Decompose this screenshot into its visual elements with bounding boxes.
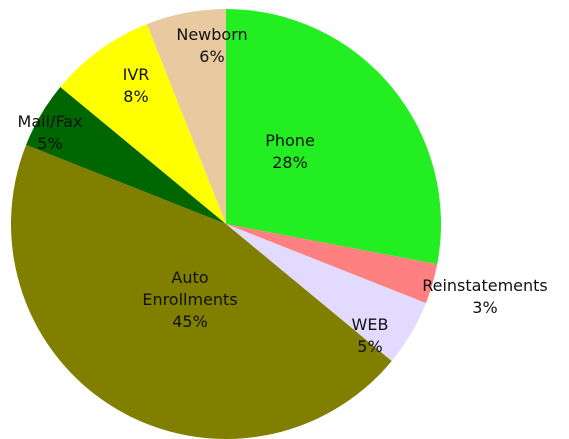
slice-label: Mail/Fax 5% <box>10 111 90 155</box>
slice-label: WEB 5% <box>340 314 400 358</box>
slice-label: Newborn 6% <box>167 24 257 68</box>
pie-slice <box>26 86 227 224</box>
category-label: Phone <box>265 131 315 150</box>
category-label: IVR <box>122 65 150 84</box>
pie-slice <box>226 9 441 265</box>
category-label: Reinstatements <box>422 276 548 295</box>
category-label: WEB <box>351 315 389 334</box>
value-label: 3% <box>472 298 498 317</box>
pie-slice <box>60 24 226 225</box>
category-label: Mail/Fax <box>17 112 83 131</box>
slice-label: Auto Enrollments 45% <box>130 267 250 333</box>
slice-label: Reinstatements 3% <box>400 275 569 319</box>
value-label: 6% <box>199 47 225 66</box>
category-label: Newborn <box>176 25 248 44</box>
pie-slice <box>146 9 226 224</box>
value-label: 5% <box>37 134 63 153</box>
slice-label: IVR 8% <box>106 64 166 108</box>
pie-slice <box>11 144 392 439</box>
value-label: 45% <box>172 312 208 331</box>
value-label: 5% <box>357 337 383 356</box>
pie-slice <box>226 224 438 304</box>
category-label: Auto Enrollments <box>142 268 238 309</box>
pie-slice <box>226 224 426 362</box>
slice-label: Phone 28% <box>250 130 330 174</box>
value-label: 28% <box>272 153 308 172</box>
value-label: 8% <box>123 87 149 106</box>
